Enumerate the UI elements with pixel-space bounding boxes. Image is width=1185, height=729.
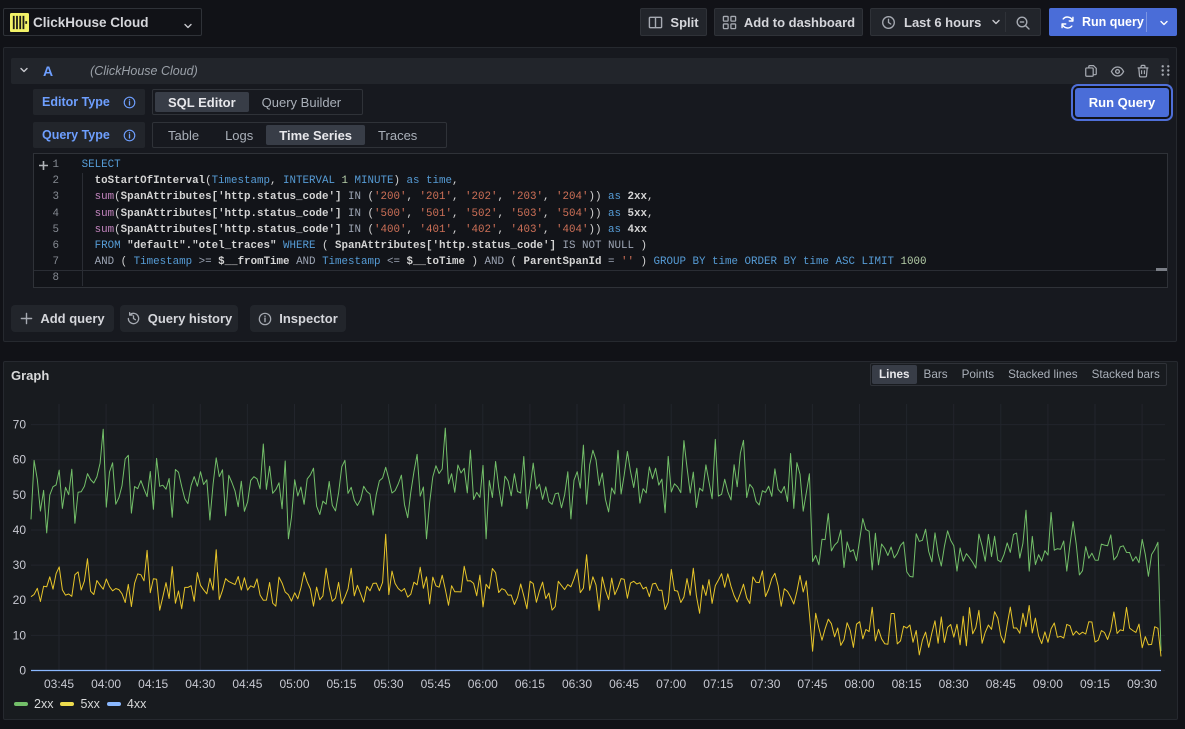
svg-text:10: 10 <box>13 628 27 642</box>
svg-text:40: 40 <box>13 523 27 537</box>
svg-text:04:30: 04:30 <box>185 677 215 691</box>
svg-text:20: 20 <box>13 593 27 607</box>
svg-text:06:15: 06:15 <box>515 677 545 691</box>
svg-text:07:00: 07:00 <box>656 677 686 691</box>
svg-text:07:45: 07:45 <box>797 677 827 691</box>
svg-text:0: 0 <box>19 664 26 678</box>
svg-text:08:45: 08:45 <box>986 677 1016 691</box>
svg-text:05:00: 05:00 <box>279 677 309 691</box>
svg-text:04:00: 04:00 <box>91 677 121 691</box>
svg-text:08:00: 08:00 <box>844 677 874 691</box>
svg-text:07:15: 07:15 <box>703 677 733 691</box>
svg-text:06:00: 06:00 <box>468 677 498 691</box>
svg-text:09:30: 09:30 <box>1127 677 1157 691</box>
svg-text:06:30: 06:30 <box>562 677 592 691</box>
svg-text:08:30: 08:30 <box>939 677 969 691</box>
svg-text:06:45: 06:45 <box>609 677 639 691</box>
svg-text:50: 50 <box>13 488 27 502</box>
svg-text:05:45: 05:45 <box>421 677 451 691</box>
svg-text:04:45: 04:45 <box>232 677 262 691</box>
svg-text:60: 60 <box>13 453 27 467</box>
svg-text:08:15: 08:15 <box>892 677 922 691</box>
svg-text:05:30: 05:30 <box>374 677 404 691</box>
svg-text:04:15: 04:15 <box>138 677 168 691</box>
svg-text:09:15: 09:15 <box>1080 677 1110 691</box>
svg-text:05:15: 05:15 <box>326 677 356 691</box>
svg-text:30: 30 <box>13 558 27 572</box>
svg-text:03:45: 03:45 <box>44 677 74 691</box>
svg-text:70: 70 <box>13 418 27 432</box>
svg-text:07:30: 07:30 <box>750 677 780 691</box>
svg-text:09:00: 09:00 <box>1033 677 1063 691</box>
